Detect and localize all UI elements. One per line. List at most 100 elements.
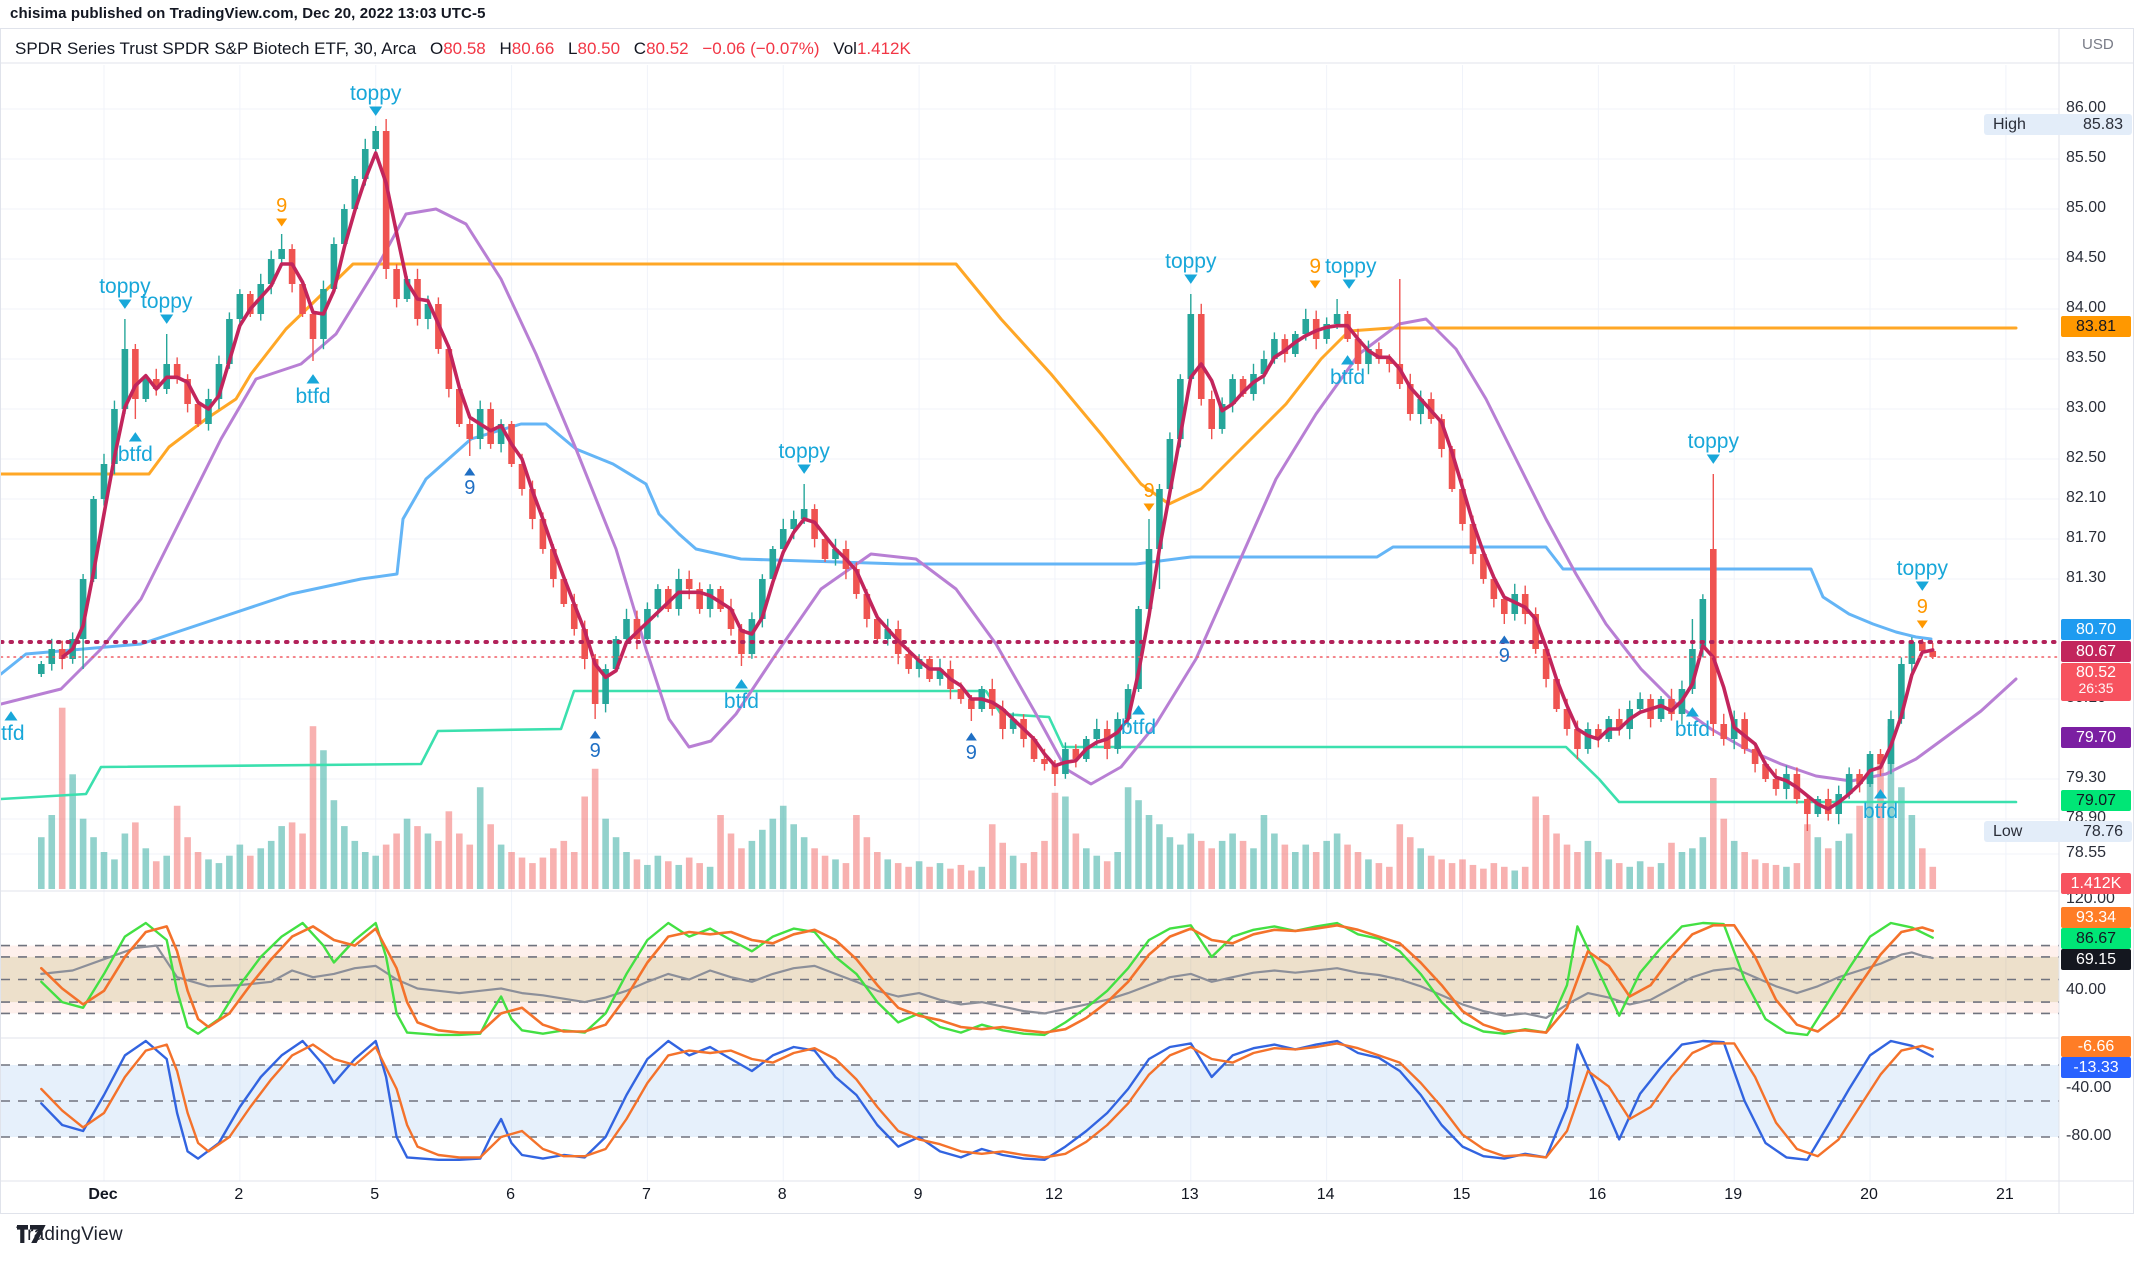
chart-area[interactable]: toppy btfd toppy 9 btfd toppy 9 9 btfd toppy 9 btfd… [0,28,2134,1214]
candle-body [1563,709,1571,729]
seq9-buy-marker: 9 [966,732,977,764]
candle-body [1177,379,1184,439]
candle-body [821,539,829,559]
candle-body [1751,749,1759,764]
price-axis-label: 82.10 [2066,489,2107,506]
candle-body [194,404,202,424]
svg-text:btfd: btfd [118,443,153,466]
candle-body [1636,699,1644,709]
time-axis-label: 13 [1180,1186,1199,1203]
price-axis-label: 78.55 [2066,844,2107,861]
candle-body [1480,554,1487,579]
candle-body [1553,679,1560,709]
price-axis-label: 81.30 [2066,569,2107,586]
seq9-sell-marker: 9 [276,195,287,227]
axis-pill-low: Low 78.76 [1984,821,2132,842]
volume-bar [100,852,108,889]
volume-bar [1229,833,1236,889]
volume-bar [529,863,536,889]
volume-bar [1730,840,1738,889]
volume-bar [1072,833,1080,889]
volume-bar [1532,796,1539,889]
candle-body [623,619,630,639]
candle-body [832,549,839,559]
candle-body [1908,642,1916,664]
volume-bar [111,859,118,889]
signal-markers: toppybtfdtoppy9btfdtoppy99btfdtoppy9btfd… [1,82,1948,823]
volume-bar [1260,815,1268,889]
oscillator-panel-2 [1,1039,2059,1162]
candle-body [696,589,703,609]
candle-body [1354,339,1362,364]
volume-bar [1469,864,1477,889]
volume-bar [800,837,808,889]
volume-bar [184,837,191,889]
candle-body [727,609,735,629]
volume-bar [1271,833,1278,889]
toppy-seq9-marker: toppy 9 [1897,557,1948,629]
time-axis-label: 21 [1995,1186,2014,1203]
candle-body [372,131,379,149]
candle-body [915,659,923,669]
volume-bar [1793,863,1801,889]
candle-body [759,579,766,619]
volume-bar [1668,842,1675,889]
volume-bar [1323,840,1330,889]
volume-bar [1908,815,1916,889]
volume-bar [1710,778,1717,889]
price-axis-label: 86.00 [2066,99,2107,116]
candle-body [1124,689,1132,719]
candle-body [1459,489,1466,524]
volume-bar [69,774,76,889]
candle-body [361,149,369,179]
symbol-title[interactable]: SPDR Series Trust SPDR S&P Biotech ETF, … [15,39,417,58]
volume-bar [288,822,296,889]
high-value: 80.66 [511,39,555,58]
candle-body [1542,649,1550,679]
volume-bar [1312,852,1320,889]
candle-body [968,699,975,709]
time-axis-label: 6 [506,1186,515,1203]
candle-body [539,519,547,549]
volume-bar [341,826,348,889]
close-value: 80.52 [646,39,689,58]
price-axis-label: 83.00 [2066,399,2107,416]
time-axis-label: 9 [913,1186,923,1203]
volume-bar [1553,833,1560,889]
attribution-text: chisima published on TradingView.com, De… [10,5,486,22]
oscillator-panel-1 [1,921,2059,1037]
candle-body [518,464,526,489]
volume-bar [1250,848,1257,889]
svg-text:btfd: btfd [1,722,25,745]
btfd-marker: btfd [295,374,331,408]
candle-body [1804,799,1811,814]
volume-bar [1344,844,1351,889]
volume-bar [1626,866,1633,889]
volume-bar [905,866,912,889]
tradingview-branding[interactable]: TradingView [16,1224,123,1246]
candle-body [236,294,244,319]
candle-body [1438,419,1445,449]
btfd-marker: btfd [1675,707,1710,741]
candle-body [748,619,756,654]
volume-bar [152,861,160,889]
time-axis-label: 2 [234,1186,244,1203]
candle-body [591,659,599,704]
candle-body [330,244,338,289]
candle-body [853,569,860,594]
volume-bar [1699,837,1707,889]
volume-bar [1459,859,1466,889]
volume-bar [1386,866,1393,889]
volume-value: 1.412K [856,39,911,58]
volume-bar [1856,805,1863,889]
volume-label: Vol [833,39,857,58]
volume-bar [1396,824,1404,889]
volume-bar [727,833,735,889]
candle-body [1406,384,1414,414]
time-axis-label: 12 [1045,1186,1063,1203]
volume-bar [1919,848,1926,889]
volume-bar [205,859,212,889]
volume-bar [988,824,996,889]
toppy-marker: toppy [778,440,830,474]
